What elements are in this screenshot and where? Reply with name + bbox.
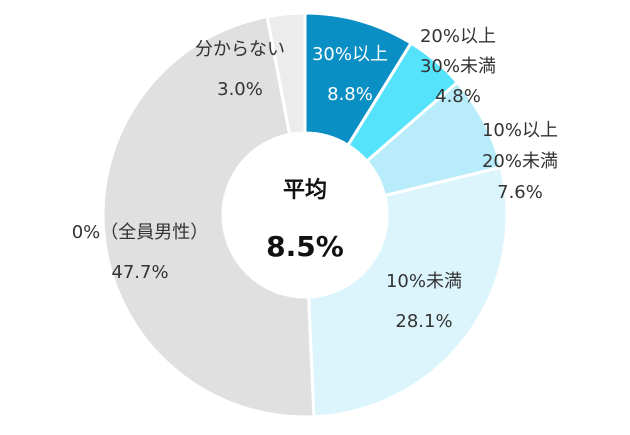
slice-category-label: 30%未満 bbox=[420, 56, 496, 77]
slice-labels: 30%以上8.8%20%以上30%未満4.8%10%以上20%未満7.6%10%… bbox=[72, 26, 558, 332]
slice-label-2: 10%以上 20%未満 7.6% bbox=[482, 120, 558, 203]
slice-category-label: 0%（全員男性） bbox=[72, 222, 209, 243]
slice-category-label: 30%以上 bbox=[312, 44, 388, 65]
slice-category-label: 分からない bbox=[195, 39, 285, 60]
slice-value-label: 47.7% bbox=[111, 262, 168, 283]
center-value: 8.5% bbox=[266, 230, 344, 263]
slice-value-label: 4.8% bbox=[435, 86, 481, 107]
slice-category-label: 10%未満 bbox=[386, 271, 462, 292]
slice-label-1: 20%以上 30%未満 4.8% bbox=[420, 26, 496, 107]
slice-category-label: 20%以上 bbox=[420, 26, 496, 47]
slice-category-label: 20%未満 bbox=[482, 151, 558, 172]
slice-value-label: 8.8% bbox=[327, 84, 373, 105]
donut-hole bbox=[223, 133, 387, 297]
slice-value-label: 7.6% bbox=[497, 182, 543, 203]
slice-value-label: 28.1% bbox=[395, 311, 452, 332]
slice-label-5: 分からない 3.0% bbox=[195, 39, 285, 100]
slice-label-0: 30%以上 8.8% bbox=[312, 44, 388, 105]
slice-label-3: 10%未満 28.1% bbox=[386, 271, 462, 332]
slice-category-label: 10%以上 bbox=[482, 120, 558, 141]
slice-label-4: 0%（全員男性） 47.7% bbox=[72, 222, 209, 283]
center-title: 平均 bbox=[283, 177, 327, 203]
slice-value-label: 3.0% bbox=[217, 79, 263, 100]
